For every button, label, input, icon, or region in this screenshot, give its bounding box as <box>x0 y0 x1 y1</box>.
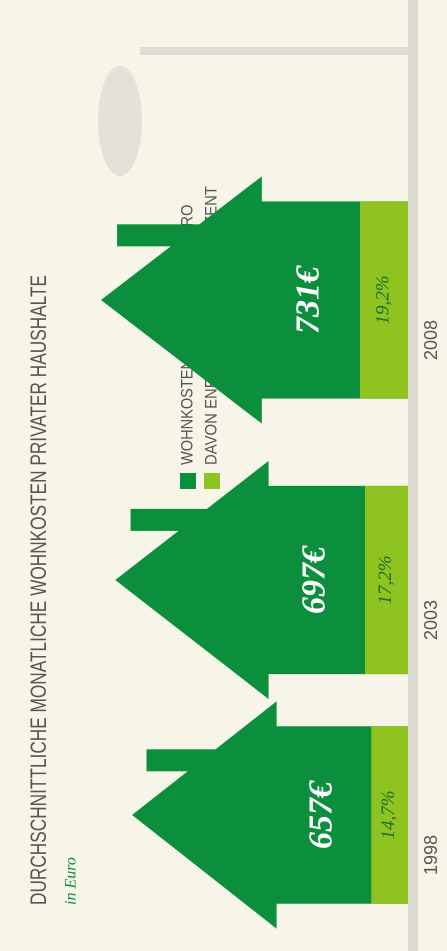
chart-subtitle: in Euro <box>63 857 80 905</box>
house <box>115 460 408 700</box>
legend-swatch <box>180 473 196 489</box>
x-tick-label: 1998 <box>421 835 441 875</box>
rotated-frame: DURCHSCHNITTLICHE MONATLICHE WOHNKOSTEN … <box>26 0 441 951</box>
value-label: 697€ <box>296 545 333 614</box>
percent-label: 14,7% <box>378 790 399 839</box>
house <box>132 701 408 929</box>
x-tick-label: 2008 <box>421 320 441 360</box>
value-label: 731€ <box>290 265 327 334</box>
energy-strip <box>360 201 408 399</box>
legend-swatch <box>204 473 220 489</box>
ground <box>408 0 418 951</box>
house <box>100 176 408 424</box>
value-label: 657€ <box>303 780 340 849</box>
x-tick-label: 2003 <box>421 600 441 640</box>
energy-strip <box>365 485 408 675</box>
percent-label: 17,2% <box>375 555 396 604</box>
cloud <box>98 66 142 176</box>
chart-title: DURCHSCHNITTLICHE MONATLICHE WOHNKOSTEN … <box>26 275 51 905</box>
percent-label: 19,2% <box>372 275 393 324</box>
energy-strip <box>371 726 408 904</box>
